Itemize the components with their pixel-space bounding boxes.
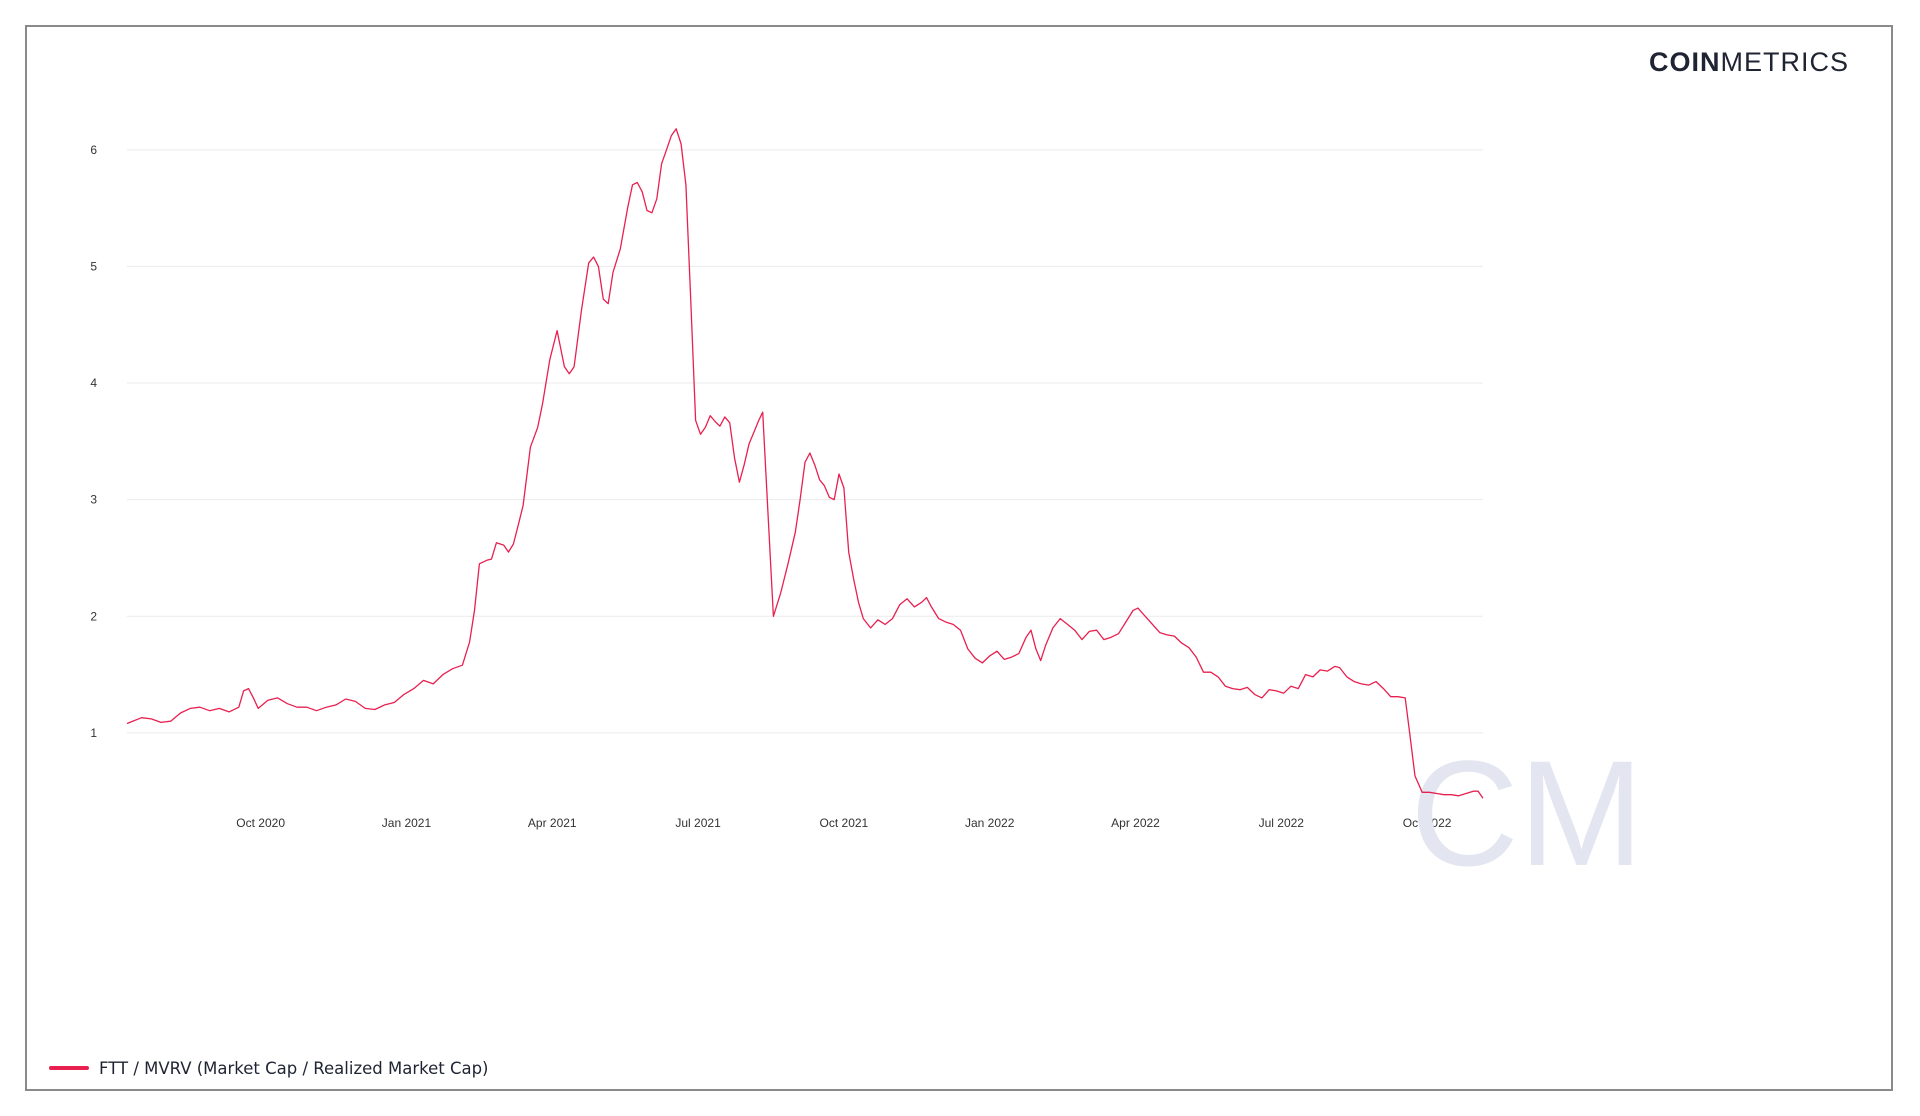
cm-watermark: CM — [1410, 729, 1643, 897]
y-tick-label: 1 — [90, 726, 97, 740]
x-tick-label: Jul 2021 — [675, 816, 721, 830]
y-tick-label: 4 — [90, 376, 97, 390]
x-axis-ticks: Oct 2020 Jan 2021 Apr 2021 Jul 2021 Oct 2021… — [236, 816, 1451, 830]
x-tick-label: Oct 2021 — [820, 816, 869, 830]
x-tick-label: Jan 2022 — [965, 816, 1015, 830]
x-tick-label: Oct 2020 — [236, 816, 285, 830]
chart-frame: COINMETRICS 1 2 3 4 5 6 Oct 2020 Jan 2021 Apr 2… — [25, 25, 1893, 1091]
y-tick-label: 3 — [90, 493, 97, 507]
x-tick-label: Jul 2022 — [1259, 816, 1305, 830]
series-layer — [126, 128, 1484, 799]
x-tick-label: Jan 2021 — [382, 816, 432, 830]
x-tick-label: Apr 2021 — [528, 816, 577, 830]
y-tick-label: 5 — [90, 259, 97, 273]
y-tick-label: 2 — [90, 609, 97, 623]
coinmetrics-logo: COINMETRICS — [1649, 47, 1849, 78]
legend[interactable]: FTT / MVRV (Market Cap / Realized Market… — [49, 1053, 488, 1083]
x-tick-label: Oct 2022 — [1403, 816, 1452, 830]
logo-text-coin: COIN — [1649, 47, 1721, 77]
legend-swatch — [49, 1066, 89, 1070]
logo-text-metrics: METRICS — [1720, 47, 1849, 77]
grid-lines — [127, 149, 1483, 734]
y-tick-label: 6 — [90, 143, 97, 157]
series-line-ftt-mvrv[interactable] — [126, 128, 1484, 799]
y-axis-ticks: 1 2 3 4 5 6 — [90, 143, 97, 740]
legend-label: FTT / MVRV (Market Cap / Realized Market… — [99, 1058, 489, 1078]
x-tick-label: Apr 2022 — [1111, 816, 1160, 830]
